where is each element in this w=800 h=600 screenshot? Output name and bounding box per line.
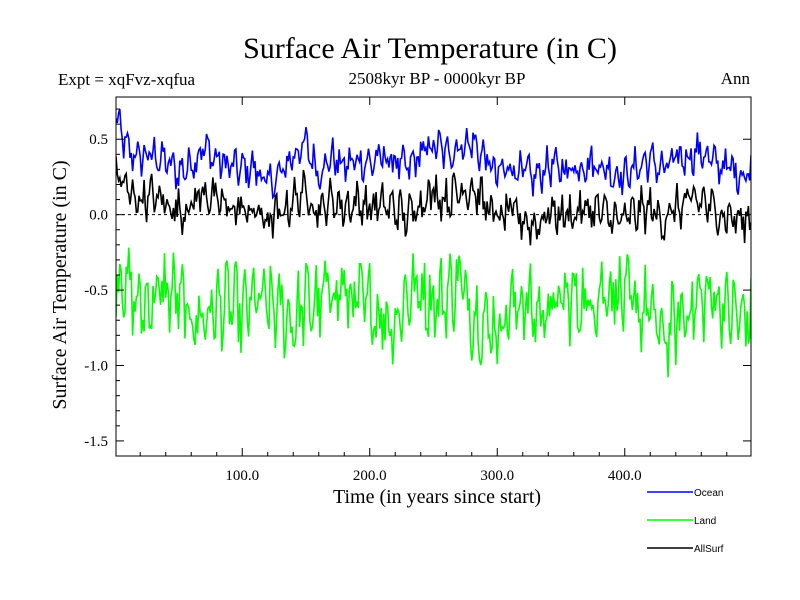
series-line-allsurf bbox=[116, 156, 751, 246]
y-axis-label: Surface Air Temperature (in C) bbox=[49, 160, 71, 409]
legend-label-land: Land bbox=[694, 516, 716, 527]
legend-label-allsurf: AllSurf bbox=[694, 544, 724, 555]
legend-label-ocean: Ocean bbox=[694, 488, 723, 499]
y-tick-label: -1.0 bbox=[84, 358, 108, 374]
series-line-ocean bbox=[116, 108, 751, 200]
y-tick-label: -0.5 bbox=[84, 283, 108, 299]
experiment-label: Expt = xqFvz-xqfua bbox=[58, 70, 196, 89]
x-tick-label: 400.0 bbox=[608, 468, 642, 484]
x-tick-label: 200.0 bbox=[353, 468, 387, 484]
y-tick-label: -1.5 bbox=[84, 434, 108, 450]
x-tick-label: 300.0 bbox=[480, 468, 514, 484]
x-tick-label: 100.0 bbox=[225, 468, 259, 484]
chart-title: Surface Air Temperature (in C) bbox=[243, 32, 617, 65]
chart-subtitle: 2508kyr BP - 0000kyr BP bbox=[349, 69, 526, 88]
series-line-land bbox=[116, 247, 751, 378]
x-axis-label: Time (in years since start) bbox=[333, 486, 541, 508]
plot-frame bbox=[115, 96, 752, 457]
season-label: Ann bbox=[721, 69, 751, 88]
y-tick-label: 0.0 bbox=[89, 208, 108, 224]
y-tick-label: 0.5 bbox=[89, 132, 108, 148]
legend: Ocean Land AllSurf bbox=[647, 488, 724, 555]
